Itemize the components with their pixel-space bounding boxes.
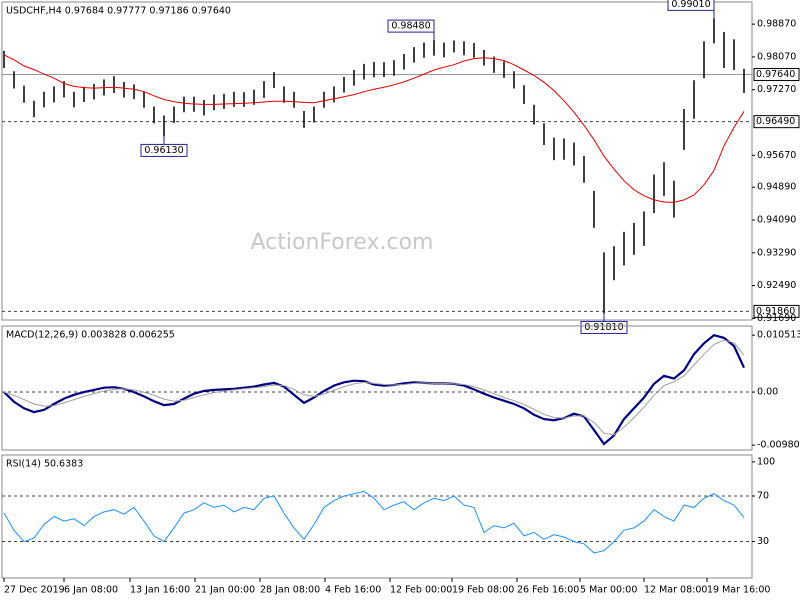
panel-title: MACD(12,26,9) 0.003828 0.006255 [6, 330, 175, 341]
x-tick-label: 12 Feb 00:00 [390, 585, 452, 596]
y-tick-label: 0.92490 [757, 280, 796, 291]
y-tick-label: 0.98870 [757, 19, 796, 30]
x-tick-label: 27 Dec 2019 [4, 585, 65, 596]
y-tick-label: 0.91690 [757, 313, 796, 324]
callout-label: 0.91810 [584, 322, 623, 333]
panel-title: RSI(14) 50.6383 [6, 459, 83, 470]
x-tick-label: 19 Mar 16:00 [707, 585, 770, 596]
y-tick-label: 0.010513 [757, 330, 800, 341]
y-tick-label: 0.00 [757, 387, 778, 398]
x-tick-label: 5 Mar 00:00 [580, 585, 637, 596]
callout-box [140, 143, 188, 157]
callout-box [667, 0, 715, 11]
level-label: 0.96490 [756, 116, 795, 127]
y-tick-label: 100 [757, 456, 775, 467]
level-label: 0.97640 [756, 69, 795, 80]
x-tick-label: 26 Feb 16:00 [517, 585, 579, 596]
panel-frame [1, 325, 753, 451]
y-tick-label: 0.97270 [757, 84, 796, 95]
line [3, 54, 745, 203]
panel-frame [1, 1, 753, 321]
line [3, 333, 745, 446]
y-tick-label: 70 [757, 491, 769, 502]
panel-title: USDCHF,H4 0.97684 0.97777 0.97186 0.9764… [6, 6, 231, 17]
y-tick-label: 0.94890 [757, 182, 796, 193]
level-label-box [753, 68, 800, 82]
watermark: ActionForex.com [251, 230, 434, 255]
callout-label: 0.99010 [671, 0, 710, 10]
x-tick-label: 28 Jan 08:00 [260, 585, 320, 596]
x-tick-label: 6 Jan 08:00 [64, 585, 118, 596]
level-label-box [753, 304, 800, 318]
callout-box [580, 320, 628, 334]
line [3, 490, 745, 554]
callout-box [387, 19, 435, 33]
x-tick-label: 21 Jan 00:00 [195, 585, 255, 596]
callout-label: 0.96130 [144, 145, 183, 156]
y-tick-label: 0.98070 [757, 51, 796, 62]
x-tick-label: 4 Feb 16:00 [325, 585, 381, 596]
x-tick-label: 19 Feb 08:00 [452, 585, 514, 596]
y-tick-label: 30 [757, 536, 769, 547]
callout-label: 0.98480 [391, 21, 430, 32]
y-tick-label: 0.95670 [757, 150, 796, 161]
y-tick-label: 0.94090 [757, 215, 796, 226]
level-label-box [753, 115, 800, 129]
level-label: 0.91860 [756, 306, 795, 317]
x-tick-label: 13 Jan 16:00 [130, 585, 190, 596]
y-tick-label: 0.93290 [757, 247, 796, 258]
x-tick-label: 12 Mar 08:00 [644, 585, 707, 596]
line [3, 339, 745, 436]
y-tick-label: -0.009804 [757, 440, 800, 451]
panel-frame [1, 454, 753, 579]
